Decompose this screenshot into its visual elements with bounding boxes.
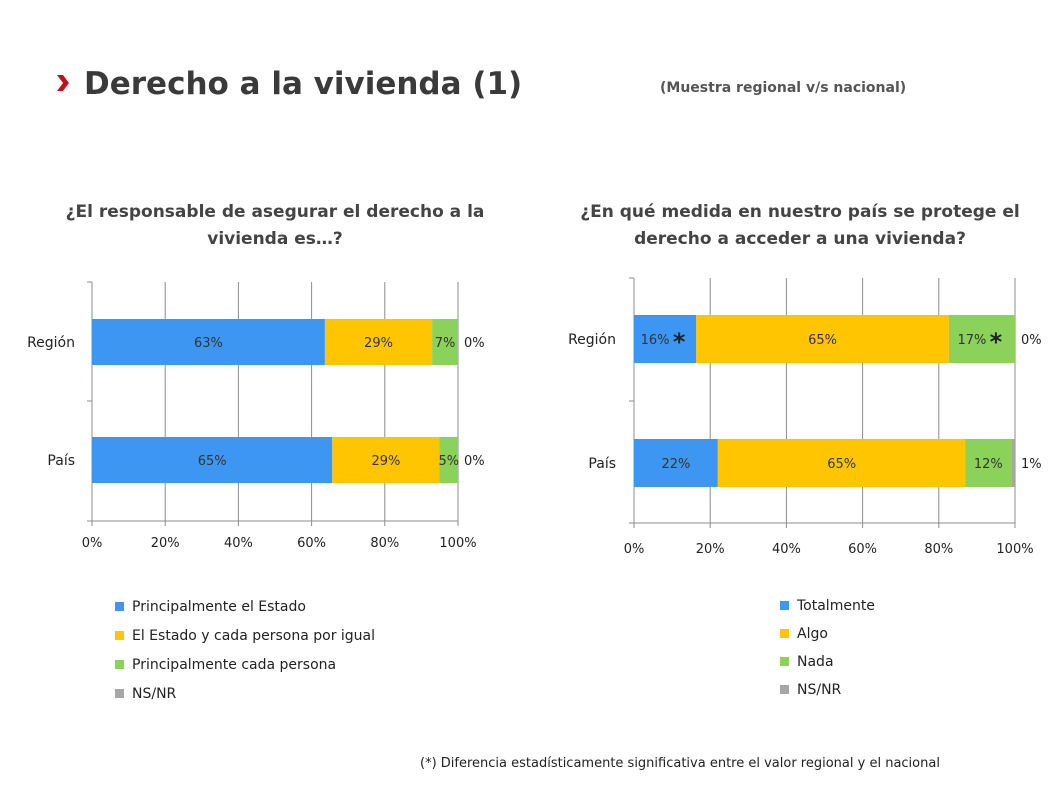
legend-label: NS/NR <box>132 686 177 702</box>
legend-label: Principalmente el Estado <box>132 599 306 615</box>
x-tick-label: 60% <box>848 542 877 557</box>
x-tick-label: 20% <box>696 542 725 557</box>
bar-data-label: 65% <box>827 457 856 472</box>
bar-data-label: 29% <box>371 454 400 469</box>
bar-data-label: 65% <box>808 333 837 348</box>
legend-label: Principalmente cada persona <box>132 657 336 673</box>
x-tick-label: 0% <box>624 542 645 557</box>
bar-segment <box>717 439 966 487</box>
legend-swatch <box>780 685 789 694</box>
bar-segment <box>92 437 333 483</box>
significance-asterisk: * <box>673 328 686 356</box>
legend-label: El Estado y cada persona por igual <box>132 628 375 644</box>
bar-segment <box>965 439 1012 487</box>
footnote: (*) Diferencia estadísticamente signific… <box>420 756 940 771</box>
bar-segment <box>432 319 458 365</box>
bar-segment <box>439 437 458 483</box>
legend-swatch <box>780 601 789 610</box>
bar-segment <box>948 315 1015 363</box>
bar-segment <box>1011 439 1015 487</box>
bar-data-label: 29% <box>364 336 393 351</box>
bar-segment <box>634 439 718 487</box>
bar-data-label: 5% <box>438 454 459 469</box>
category-label: Región <box>27 335 75 351</box>
bar-data-label: 0% <box>1021 333 1042 348</box>
bar-data-label: 63% <box>194 336 223 351</box>
page-subtitle: (Muestra regional v/s nacional) <box>660 80 907 96</box>
bar-data-label: 16% <box>641 333 670 348</box>
bar-data-label: 1% <box>1021 457 1042 472</box>
legend-swatch <box>115 602 124 611</box>
chart-1-title: ¿El responsable de asegurar el derecho a… <box>65 202 485 249</box>
bar-segment <box>696 315 949 363</box>
bar-segment <box>324 319 433 365</box>
bar-data-label: 0% <box>464 454 485 469</box>
category-label: País <box>47 453 75 469</box>
significance-asterisk: * <box>990 328 1003 356</box>
bar-data-label: 7% <box>435 336 456 351</box>
bar-data-label: 12% <box>974 457 1003 472</box>
x-tick-label: 40% <box>224 536 253 551</box>
chart-2-title: ¿En qué medida en nuestro país se proteg… <box>580 202 1020 249</box>
legend-swatch <box>115 689 124 698</box>
legend-swatch <box>115 660 124 669</box>
bar-segment <box>634 315 697 363</box>
bar-data-label: 17% <box>958 333 987 348</box>
legend-swatch <box>780 629 789 638</box>
category-label: Región <box>568 332 616 348</box>
legend-label: Nada <box>797 654 834 670</box>
legend-swatch <box>780 657 789 666</box>
bar-data-label: 65% <box>198 454 227 469</box>
legend-label: NS/NR <box>797 682 842 698</box>
legend-label: Totalmente <box>796 598 875 614</box>
x-tick-label: 20% <box>151 536 180 551</box>
page-title: Derecho a la vivienda (1) <box>84 66 523 102</box>
x-tick-label: 100% <box>439 536 476 551</box>
category-label: País <box>588 456 616 472</box>
x-tick-label: 80% <box>924 542 953 557</box>
x-tick-label: 60% <box>297 536 326 551</box>
x-tick-label: 80% <box>370 536 399 551</box>
x-tick-label: 0% <box>82 536 103 551</box>
x-tick-label: 40% <box>772 542 801 557</box>
legend-label: Algo <box>797 626 828 642</box>
bar-segment <box>92 319 325 365</box>
chevron-right-icon <box>57 75 69 91</box>
legend-swatch <box>115 631 124 640</box>
bar-data-label: 0% <box>464 336 485 351</box>
bar-data-label: 22% <box>661 457 690 472</box>
x-tick-label: 100% <box>996 542 1033 557</box>
bar-segment <box>332 437 440 483</box>
